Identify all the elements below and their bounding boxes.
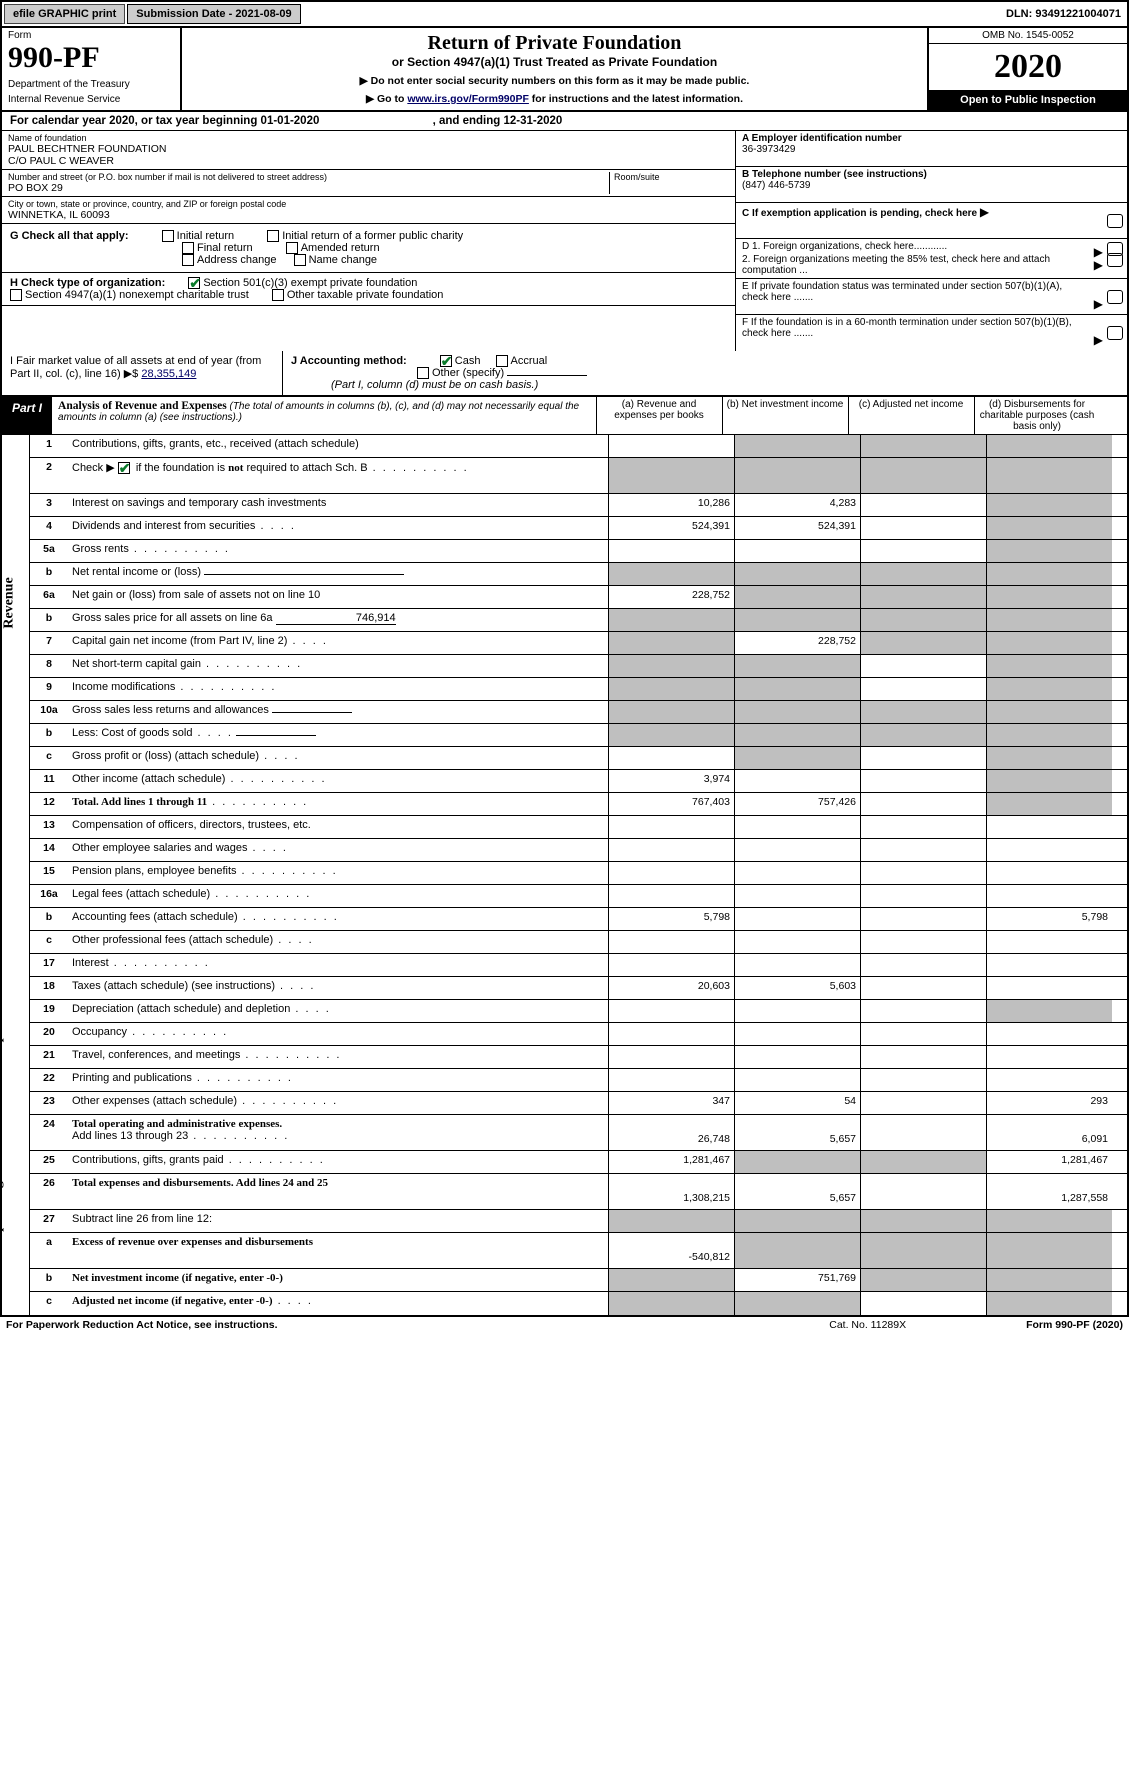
section-h: H Check type of organization: Section 50… bbox=[2, 273, 735, 306]
city: WINNETKA, IL 60093 bbox=[8, 209, 729, 221]
checkbox-other-method[interactable] bbox=[417, 367, 429, 379]
form-title: Return of Private Foundation bbox=[186, 32, 923, 55]
checkbox-f[interactable] bbox=[1107, 326, 1123, 340]
c-label: C If exemption application is pending, c… bbox=[742, 208, 977, 219]
footer: For Paperwork Reduction Act Notice, see … bbox=[0, 1317, 1129, 1333]
checkbox-d2[interactable] bbox=[1107, 253, 1123, 267]
checkbox-4947a1[interactable] bbox=[10, 289, 22, 301]
section-g: G Check all that apply: Initial return I… bbox=[2, 224, 735, 273]
address: PO BOX 29 bbox=[8, 182, 609, 194]
col-a-header: (a) Revenue and expenses per books bbox=[596, 397, 722, 434]
name-label: Name of foundation bbox=[8, 133, 729, 143]
ein-label: A Employer identification number bbox=[742, 133, 902, 144]
form-subtitle: or Section 4947(a)(1) Trust Treated as P… bbox=[186, 55, 923, 69]
col-c-header: (c) Adjusted net income bbox=[848, 397, 974, 434]
part1-tag: Part I bbox=[2, 397, 52, 434]
form-number: 990-PF bbox=[8, 41, 174, 75]
checkbox-final-return[interactable] bbox=[182, 242, 194, 254]
instruction-1: ▶ Do not enter social security numbers o… bbox=[186, 75, 923, 87]
form-ref: Form 990-PF (2020) bbox=[1026, 1319, 1123, 1331]
city-label: City or town, state or province, country… bbox=[8, 199, 729, 209]
checkbox-name-change[interactable] bbox=[294, 254, 306, 266]
foundation-name-2: C/O PAUL C WEAVER bbox=[8, 155, 729, 167]
top-bar: efile GRAPHIC print Submission Date - 20… bbox=[0, 0, 1129, 28]
checkbox-address-change[interactable] bbox=[182, 254, 194, 266]
phone-label: B Telephone number (see instructions) bbox=[742, 169, 927, 180]
efile-print-button[interactable]: efile GRAPHIC print bbox=[4, 4, 125, 24]
irs: Internal Revenue Service bbox=[8, 94, 174, 105]
checkbox-501c3[interactable] bbox=[188, 277, 200, 289]
fmv-value: 28,355,149 bbox=[141, 368, 196, 380]
checkbox-cash[interactable] bbox=[440, 355, 452, 367]
d2-label: 2. Foreign organizations meeting the 85%… bbox=[742, 254, 1121, 276]
section-i: I Fair market value of all assets at end… bbox=[2, 351, 282, 395]
f-label: F If the foundation is in a 60-month ter… bbox=[742, 317, 1121, 339]
form-header: Form 990-PF Department of the Treasury I… bbox=[0, 28, 1129, 112]
address-label: Number and street (or P.O. box number if… bbox=[8, 172, 609, 182]
part1-header: Part I Analysis of Revenue and Expenses … bbox=[0, 397, 1129, 435]
dln: DLN: 93491221004071 bbox=[1006, 8, 1127, 20]
checkbox-schb[interactable] bbox=[118, 462, 130, 474]
section-ij: I Fair market value of all assets at end… bbox=[0, 351, 1129, 397]
checkbox-initial-return[interactable] bbox=[162, 230, 174, 242]
instruction-2: ▶ Go to www.irs.gov/Form990PF for instru… bbox=[186, 93, 923, 105]
d1-label: D 1. Foreign organizations, check here..… bbox=[742, 241, 1121, 252]
form-word: Form bbox=[8, 30, 174, 41]
checkbox-amended[interactable] bbox=[286, 242, 298, 254]
form990pf-link[interactable]: www.irs.gov/Form990PF bbox=[407, 93, 529, 105]
col-d-header: (d) Disbursements for charitable purpose… bbox=[974, 397, 1100, 434]
dept-treasury: Department of the Treasury bbox=[8, 79, 174, 90]
checkbox-initial-former[interactable] bbox=[267, 230, 279, 242]
submission-date: Submission Date - 2021-08-09 bbox=[127, 4, 300, 24]
phone: (847) 446-5739 bbox=[742, 180, 810, 191]
period-row: For calendar year 2020, or tax year begi… bbox=[0, 112, 1129, 131]
main-table: Revenue Operating and Administrative Exp… bbox=[0, 435, 1129, 1317]
checkbox-c[interactable] bbox=[1107, 214, 1123, 228]
tax-year: 2020 bbox=[929, 44, 1127, 90]
omb-number: OMB No. 1545-0052 bbox=[929, 28, 1127, 44]
checkbox-other-taxable[interactable] bbox=[272, 289, 284, 301]
checkbox-e[interactable] bbox=[1107, 290, 1123, 304]
side-revenue: Revenue Operating and Administrative Exp… bbox=[2, 435, 30, 1315]
ein: 36-3973429 bbox=[742, 144, 795, 155]
foundation-name-1: PAUL BECHTNER FOUNDATION bbox=[8, 143, 729, 155]
e-label: E If private foundation status was termi… bbox=[742, 281, 1121, 303]
cat-no: Cat. No. 11289X bbox=[829, 1319, 906, 1331]
section-j: J Accounting method: Cash Accrual Other … bbox=[282, 351, 1127, 395]
identity-grid: Name of foundation PAUL BECHTNER FOUNDAT… bbox=[0, 131, 1129, 351]
open-public: Open to Public Inspection bbox=[929, 90, 1127, 110]
paperwork-notice: For Paperwork Reduction Act Notice, see … bbox=[6, 1319, 278, 1331]
j-note: (Part I, column (d) must be on cash basi… bbox=[331, 379, 538, 391]
room-label: Room/suite bbox=[614, 172, 729, 182]
col-b-header: (b) Net investment income bbox=[722, 397, 848, 434]
checkbox-accrual[interactable] bbox=[496, 355, 508, 367]
